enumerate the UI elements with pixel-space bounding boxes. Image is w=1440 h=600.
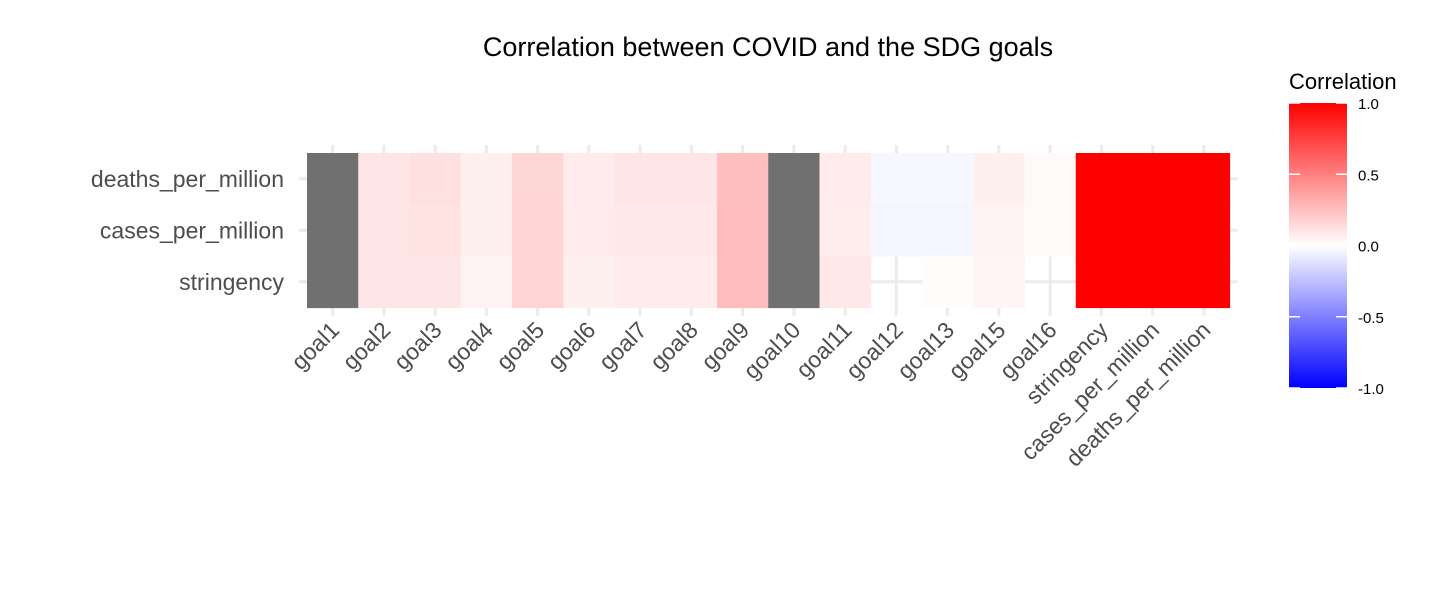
heatmap-cell xyxy=(512,153,564,206)
y-tick-label: stringency xyxy=(179,269,284,295)
heatmap-cell xyxy=(563,153,616,206)
heatmap-cells xyxy=(307,153,1231,309)
heatmap-cell xyxy=(870,153,923,206)
heatmap-cell xyxy=(922,204,974,257)
heatmap-cell xyxy=(1024,153,1077,206)
x-tick-label: goal4 xyxy=(440,317,498,375)
heatmap-cell xyxy=(768,153,821,206)
heatmap-cell xyxy=(922,153,974,206)
heatmap-cell xyxy=(870,204,923,257)
heatmap-cell xyxy=(307,256,359,309)
heatmap-cell xyxy=(1075,204,1128,257)
heatmap-cell xyxy=(1127,256,1179,309)
heatmap-cell xyxy=(358,256,411,309)
heatmap-cell xyxy=(1178,204,1231,257)
x-tick-label: goal2 xyxy=(337,317,395,375)
heatmap-cell xyxy=(358,153,411,206)
x-tick-label: goal6 xyxy=(542,317,600,375)
heatmap-cell xyxy=(1178,256,1231,309)
heatmap-cell xyxy=(614,256,667,309)
heatmap-cell xyxy=(614,153,667,206)
heatmap-cell xyxy=(717,256,769,309)
heatmap-cell xyxy=(973,256,1026,309)
heatmap-cell xyxy=(819,204,872,257)
heatmap-cell xyxy=(1075,256,1128,309)
heatmap-cell xyxy=(614,204,667,257)
x-tick-label: goal7 xyxy=(593,317,651,375)
x-tick-label: goal1 xyxy=(286,317,344,375)
heatmap-cell xyxy=(512,204,564,257)
heatmap-cell xyxy=(1127,204,1179,257)
heatmap-cell xyxy=(819,256,872,309)
legend-tick-label: -0.5 xyxy=(1358,310,1384,327)
x-tick-label: goal8 xyxy=(645,317,703,375)
heatmap-cell xyxy=(460,153,513,206)
x-tick-label: goal10 xyxy=(738,317,805,384)
heatmap-cell xyxy=(409,256,462,309)
heatmap-cell xyxy=(922,256,974,309)
heatmap-cell xyxy=(460,204,513,257)
legend-tick-label: -1.0 xyxy=(1358,381,1384,398)
heatmap-cell xyxy=(665,256,718,309)
x-tick-label: goal12 xyxy=(841,317,908,384)
heatmap-cell xyxy=(973,153,1026,206)
heatmap-cell xyxy=(460,256,513,309)
heatmap-cell xyxy=(768,256,821,309)
heatmap-cell xyxy=(1024,204,1077,257)
x-tick-label: goal13 xyxy=(892,317,959,384)
y-tick-label: cases_per_million xyxy=(100,217,284,243)
heatmap-cell xyxy=(973,204,1026,257)
heatmap-cell xyxy=(307,204,359,257)
x-tick-label: goal15 xyxy=(943,317,1010,384)
x-axis-tick-labels: goal1goal2goal3goal4goal5goal6goal7goal8… xyxy=(286,316,1215,471)
heatmap-cell xyxy=(717,153,769,206)
legend-tick-label: 0.0 xyxy=(1358,239,1379,256)
heatmap-cell xyxy=(1178,153,1231,206)
heatmap-cell xyxy=(819,153,872,206)
heatmap-cell xyxy=(307,153,359,206)
heatmap-cell xyxy=(717,204,769,257)
y-axis-tick-labels: deaths_per_million cases_per_millionstrin… xyxy=(91,166,285,295)
legend-title: Correlation xyxy=(1289,69,1397,94)
color-legend: Correlation 1.0 0.5 0.0 -0.5 -1.0 xyxy=(1289,69,1397,398)
heatmap-cell xyxy=(1127,153,1179,206)
y-tick-label: deaths_per_million xyxy=(91,166,284,192)
heatmap-cell xyxy=(563,256,616,309)
heatmap-cell xyxy=(409,204,462,257)
heatmap-cell xyxy=(1075,153,1128,206)
heatmap-cell xyxy=(358,204,411,257)
heatmap-cell xyxy=(665,204,718,257)
heatmap-cell xyxy=(409,153,462,206)
heatmap-cell xyxy=(665,153,718,206)
x-tick-label: goal5 xyxy=(491,317,549,375)
heatmap-cell xyxy=(512,256,564,309)
legend-tick-label: 1.0 xyxy=(1358,96,1379,113)
x-tick-label: goal3 xyxy=(388,317,446,375)
legend-tick-label: 0.5 xyxy=(1358,167,1379,184)
heatmap-cell xyxy=(563,204,616,257)
heatmap-cell xyxy=(768,204,821,257)
chart-title: Correlation between COVID and the SDG go… xyxy=(483,32,1053,62)
